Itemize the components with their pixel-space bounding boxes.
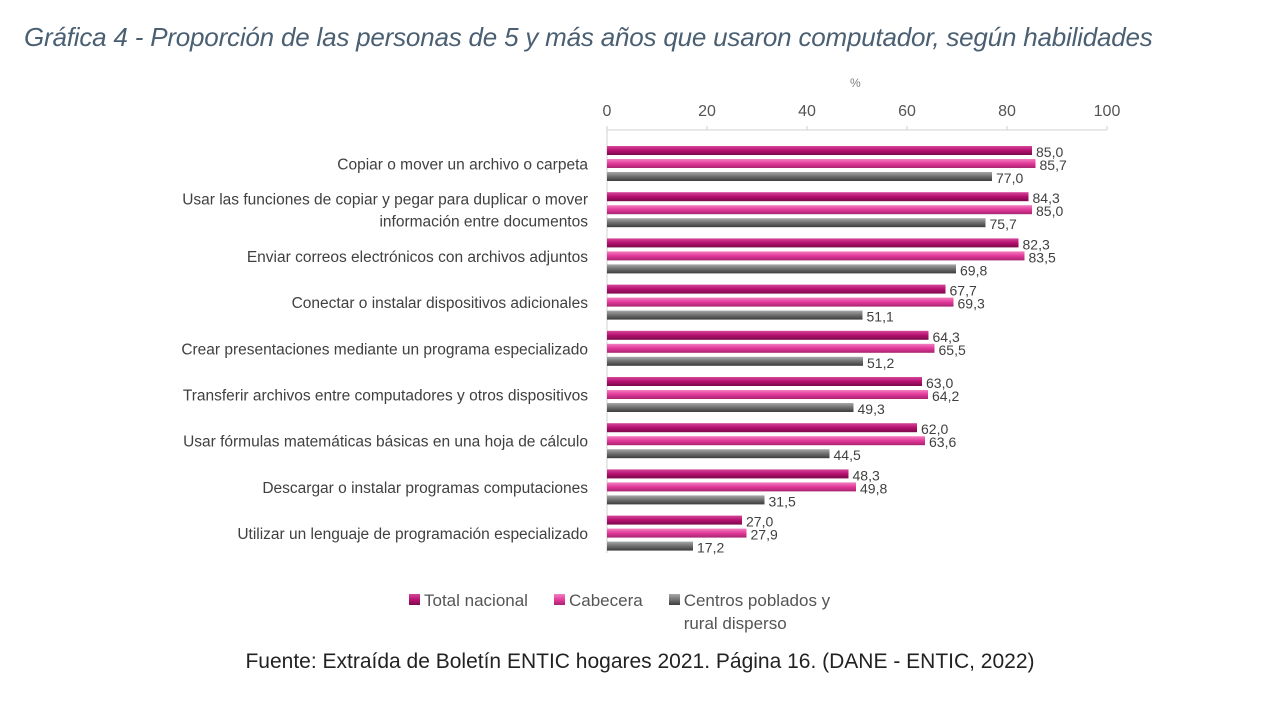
data-label: 62,0 [921, 421, 948, 437]
bar [607, 356, 863, 366]
bar [607, 449, 830, 459]
data-label: 49,3 [858, 401, 885, 417]
legend-item-total-nacional: Total nacional [409, 589, 528, 612]
data-label: 44,5 [834, 447, 861, 463]
bar [607, 495, 765, 505]
category-label: Crear presentaciones mediante un program… [181, 341, 588, 358]
data-label: 77,0 [996, 170, 1023, 186]
data-label: 49,8 [860, 480, 887, 496]
legend-label: Centros poblados y rural disperso [683, 591, 831, 633]
bar [607, 264, 956, 274]
data-label: 83,5 [1029, 249, 1056, 265]
bar [607, 423, 917, 433]
bar [607, 390, 928, 399]
bar [607, 541, 693, 551]
data-label: 85,7 [1040, 157, 1067, 173]
data-label: 51,2 [867, 355, 894, 371]
legend-swatch-total-nacional [409, 594, 420, 605]
bar [607, 218, 986, 228]
bar [607, 403, 854, 412]
category-label: Enviar correos electrónicos con archivos… [247, 249, 588, 266]
data-label: 85,0 [1036, 203, 1063, 219]
x-tick-label: 40 [798, 103, 816, 120]
category-label: Transferir archivos entre computadores y… [183, 388, 588, 405]
bar [607, 343, 935, 353]
data-label: 69,3 [958, 296, 985, 312]
legend-swatch-cabecera [553, 594, 565, 605]
bar [607, 159, 1036, 168]
data-label: 31,5 [769, 493, 796, 509]
axis-unit-label: % [850, 76, 861, 90]
category-label: Utilizar un lenguaje de programación esp… [237, 526, 588, 543]
bar [607, 251, 1025, 261]
data-label: 17,2 [697, 540, 724, 556]
bar [607, 205, 1032, 215]
source-note: Fuente: Extraída de Boletín ENTIC hogare… [245, 650, 1035, 673]
bar [607, 377, 922, 386]
category-label: Conectar o instalar dispositivos adicion… [292, 295, 589, 312]
bar [607, 469, 849, 479]
data-label: 64,3 [933, 329, 960, 345]
data-label: 67,7 [950, 283, 977, 299]
bar [607, 436, 925, 446]
bar [607, 238, 1019, 248]
bar [607, 297, 954, 307]
bar [607, 146, 1032, 155]
bar [607, 192, 1029, 202]
x-tick-label: 0 [603, 103, 612, 120]
data-label: 51,1 [867, 309, 894, 325]
legend: Total nacional Cabecera Centros poblados… [409, 589, 854, 635]
bar [607, 528, 747, 538]
bar [607, 330, 929, 340]
bar [607, 310, 863, 320]
data-label: 75,7 [990, 216, 1017, 232]
data-label: 65,5 [939, 342, 966, 358]
x-tick-label: 60 [898, 103, 916, 120]
category-label: Copiar o mover un archivo o carpeta [337, 157, 588, 174]
x-tick-label: 20 [698, 103, 716, 120]
legend-swatch-centros-poblados [668, 594, 680, 605]
bar [607, 515, 742, 525]
legend-label: Total nacional [424, 591, 528, 610]
data-label: 69,8 [960, 262, 987, 278]
data-label: 84,3 [1033, 190, 1060, 206]
data-label: 27,0 [746, 514, 773, 530]
legend-item-cabecera: Cabecera [553, 589, 643, 612]
category-label: información entre documentos [379, 214, 588, 231]
data-label: 27,9 [751, 527, 778, 543]
data-label: 85,0 [1036, 144, 1063, 160]
x-tick-label: 100 [1094, 103, 1121, 120]
bar-chart: 0 20 40 60 80 100 Copiar o mover un archivo o … [181, 103, 1121, 556]
bar [607, 284, 946, 294]
bar [607, 172, 992, 181]
legend-item-centros-poblados: Centros poblados y rural disperso [668, 589, 854, 635]
legend-label: Cabecera [568, 591, 643, 610]
data-label: 82,3 [1023, 236, 1050, 252]
data-label: 64,2 [932, 388, 959, 404]
category-label: Usar fórmulas matemáticas básicas en una… [183, 434, 588, 451]
bar [607, 482, 856, 492]
category-label: Usar las funciones de copiar y pegar par… [182, 192, 588, 209]
data-label: 63,0 [926, 375, 953, 391]
chart-title: Gráfica 4 - Proporción de las personas d… [24, 22, 1153, 52]
category-label: Descargar o instalar programas computaci… [262, 480, 588, 497]
data-label: 63,6 [929, 434, 956, 450]
data-label: 48,3 [853, 467, 880, 483]
x-tick-label: 80 [998, 103, 1016, 120]
